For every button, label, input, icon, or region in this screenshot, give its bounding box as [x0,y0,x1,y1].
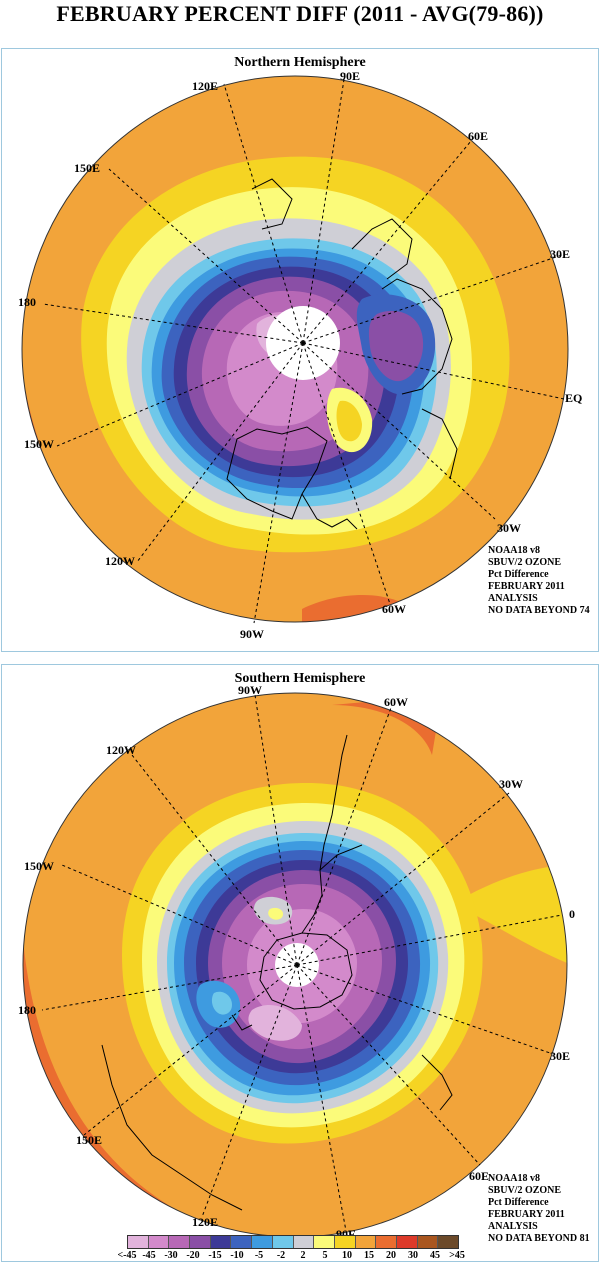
info-line: Pct Difference [488,1197,549,1208]
lon-label: 30E [550,1049,571,1063]
lon-label: 120E [192,79,219,93]
lon-label: 150E [74,161,101,175]
info-line: FEBRUARY 2011 [488,581,565,592]
info-line: NO DATA BEYOND 74 [488,605,590,616]
northern-hemisphere-panel: Northern Hemisphere [1,48,599,652]
lon-label: 90W [240,627,264,641]
info-line: Pct Difference [488,569,549,580]
info-line: NOAA18 v8 [488,545,540,556]
color-legend-labels: <-45 -45 -30 -20 -15 -10 -5 -2 2 5 10 15 20 30 45 >45 [117,1250,473,1264]
legend-label: 20 [386,1250,396,1261]
lon-label: 0 [569,907,575,921]
lon-label: 150E [76,1133,103,1147]
info-line: SBUV/2 OZONE [488,1185,562,1196]
lon-label: 120W [105,554,135,568]
legend-swatch [313,1236,334,1248]
legend-label: 10 [342,1250,352,1261]
lon-label: 180 [18,295,36,309]
info-block-south: NOAA18 v8 SBUV/2 OZONE Pct Difference FE… [488,1173,590,1245]
legend-swatch [168,1236,190,1248]
info-block-north: NOAA18 v8 SBUV/2 OZONE Pct Difference FE… [488,545,590,617]
legend-label: -20 [186,1250,200,1261]
legend-label: 5 [322,1250,328,1261]
legend-label: -5 [254,1250,264,1261]
info-line: NO DATA BEYOND 81 [488,1233,590,1244]
lon-label: 180 [18,1003,36,1017]
main-title: FEBRUARY PERCENT DIFF (2011 - AVG(79-86)… [56,1,544,26]
northern-hemisphere-map [21,72,569,624]
southern-hemisphere-map [22,692,568,1238]
legend-label: >45 [449,1250,465,1261]
legend-swatch [416,1236,438,1248]
legend-label: -30 [164,1250,178,1261]
lon-label: 90W [238,683,262,697]
legend-swatch [230,1236,252,1248]
lon-label: 60E [468,129,489,143]
lon-label: 150W [24,859,54,873]
legend-swatch [189,1236,210,1248]
legend-label: 2 [300,1250,306,1261]
lon-label: 120E [192,1215,219,1229]
legend-label: -10 [230,1250,244,1261]
lon-label: 120W [106,743,136,757]
lon-label: 60E [469,1169,490,1183]
info-line: ANALYSIS [488,1221,538,1232]
legend-swatch [251,1236,272,1248]
legend-label: -15 [208,1250,222,1261]
lon-label: 150W [24,437,54,451]
lon-label: 30E [550,247,571,261]
legend-swatch [209,1236,231,1248]
info-line: SBUV/2 OZONE [488,557,562,568]
lon-label: 90E [340,69,361,83]
lon-label: 30W [499,777,523,791]
legend-swatch [128,1236,148,1248]
lon-label: EQ [565,391,583,405]
legend-label: 30 [408,1250,418,1261]
color-legend [128,1236,458,1248]
legend-swatch [354,1236,376,1248]
legend-swatch [147,1236,169,1248]
legend-label: -45 [142,1250,156,1261]
legend-swatch [333,1236,355,1248]
legend-swatch [395,1236,417,1248]
lon-label: 60W [382,602,406,616]
southern-hemisphere-panel: Southern Hemisphere [1,664,599,1262]
lon-label: 30W [497,521,521,535]
legend-swatch [437,1236,458,1248]
lon-label: 60W [384,695,408,709]
legend-swatch [292,1236,314,1248]
panel-title-north: Northern Hemisphere [234,55,366,70]
legend-label: -2 [276,1250,286,1261]
info-line: FEBRUARY 2011 [488,1209,565,1220]
legend-label: 45 [430,1250,440,1261]
color-legend-border [127,1235,459,1249]
info-line: ANALYSIS [488,593,538,604]
legend-swatch [375,1236,396,1248]
info-line: NOAA18 v8 [488,1173,540,1184]
legend-label: 15 [364,1250,374,1261]
panel-title-south: Southern Hemisphere [234,671,366,686]
legend-label: <-45 [117,1250,137,1261]
legend-swatch [271,1236,293,1248]
